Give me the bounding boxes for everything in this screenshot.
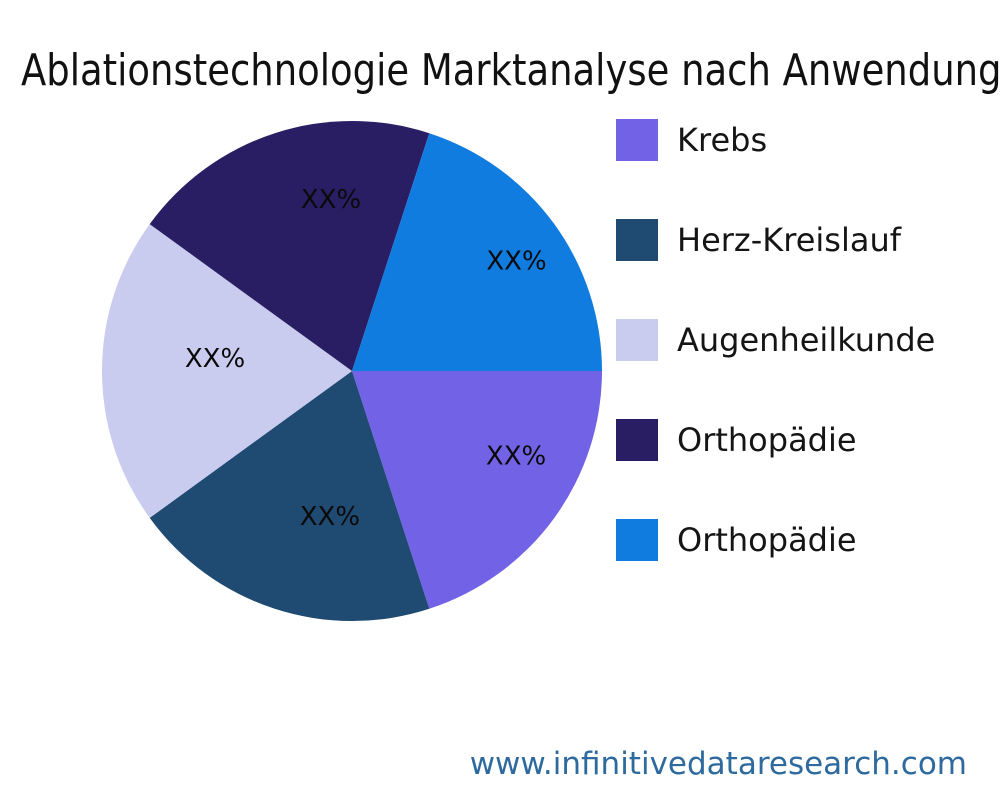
pie-slice-pct-label: XX% xyxy=(486,247,546,277)
legend-swatch-krebs xyxy=(616,119,658,161)
legend: Krebs Herz-Kreislauf Augenheilkunde Orth… xyxy=(616,119,976,579)
pie-slice-pct-label: XX% xyxy=(301,185,361,215)
legend-swatch-orthopaedie-1 xyxy=(616,419,658,461)
pie-slice-pct-label: XX% xyxy=(300,502,360,532)
pie-slice-pct-label: XX% xyxy=(185,344,245,374)
legend-label: Herz-Kreislauf xyxy=(677,221,901,259)
legend-item-orthopaedie-1: Orthopädie xyxy=(616,419,857,461)
legend-label: Orthopädie xyxy=(677,521,857,559)
legend-label: Augenheilkunde xyxy=(677,321,936,359)
legend-label: Orthopädie xyxy=(677,421,857,459)
pie-slice-2 xyxy=(101,224,352,518)
pie-slice-0 xyxy=(352,371,602,609)
pie-slice-1 xyxy=(149,371,430,622)
legend-item-orthopaedie-2: Orthopädie xyxy=(616,519,857,561)
legend-swatch-orthopaedie-2 xyxy=(616,519,658,561)
pie-slice-3 xyxy=(149,120,430,371)
legend-item-krebs: Krebs xyxy=(616,119,767,161)
chart-title: Ablationstechnologie Marktanalyse nach A… xyxy=(21,45,1000,97)
legend-swatch-herz-kreislauf xyxy=(616,219,658,261)
website-link[interactable]: www.infinitivedataresearch.com xyxy=(469,746,967,782)
pie-slice-pct-label: XX% xyxy=(486,441,546,471)
legend-item-herz-kreislauf: Herz-Kreislauf xyxy=(616,219,901,261)
pie-slices: XX% XX% XX% XX% XX% xyxy=(101,120,602,622)
legend-swatch-augenheilkunde xyxy=(616,319,658,361)
legend-item-augenheilkunde: Augenheilkunde xyxy=(616,319,935,361)
pie-slice-4 xyxy=(352,133,602,371)
legend-label: Krebs xyxy=(677,121,768,159)
